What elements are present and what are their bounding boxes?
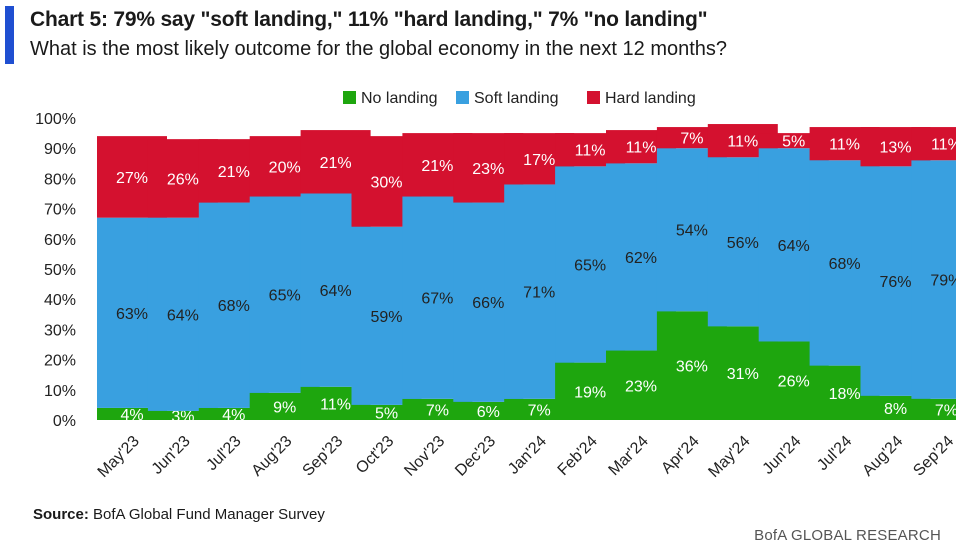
data-label-no-landing: 26% bbox=[778, 374, 810, 391]
data-label-soft-landing: 54% bbox=[676, 223, 708, 240]
y-tick-label: 0% bbox=[53, 413, 76, 430]
x-tick-label: Dec'23 bbox=[452, 433, 499, 480]
y-tick-label: 90% bbox=[44, 141, 76, 158]
footer-brand: BofA GLOBAL RESEARCH bbox=[754, 527, 941, 544]
legend-label-soft-landing: Soft landing bbox=[474, 90, 559, 107]
data-label-no-landing: 19% bbox=[574, 384, 606, 401]
x-tick-label: Oct'23 bbox=[353, 433, 397, 477]
data-label-soft-landing: 76% bbox=[879, 274, 911, 291]
data-label-soft-landing: 64% bbox=[778, 238, 810, 255]
data-label-no-landing: 4% bbox=[222, 407, 245, 424]
data-label-no-landing: 31% bbox=[727, 366, 759, 383]
data-label-no-landing: 7% bbox=[935, 402, 956, 419]
x-tick-label: Jun'23 bbox=[149, 433, 194, 478]
data-label-no-landing: 18% bbox=[829, 386, 861, 403]
chart-subtitle: What is the most likely outcome for the … bbox=[30, 38, 728, 60]
data-label-hard-landing: 26% bbox=[167, 171, 199, 188]
legend-swatch-hard-landing bbox=[587, 91, 600, 104]
data-label-hard-landing: 11% bbox=[931, 137, 956, 154]
y-tick-label: 100% bbox=[35, 111, 76, 128]
x-tick-label: Sep'24 bbox=[910, 433, 956, 480]
y-tick-label: 50% bbox=[44, 262, 76, 279]
x-tick-label: Aug'23 bbox=[249, 433, 296, 480]
data-label-hard-landing: 11% bbox=[727, 134, 758, 151]
y-tick-label: 70% bbox=[44, 202, 76, 219]
data-label-no-landing: 8% bbox=[884, 401, 907, 418]
data-label-soft-landing: 79% bbox=[930, 273, 956, 290]
x-tick-label: Jul'23 bbox=[203, 433, 244, 474]
legend-swatch-soft-landing bbox=[456, 91, 469, 104]
data-label-no-landing: 6% bbox=[477, 404, 500, 421]
bar-no-landing bbox=[911, 398, 956, 420]
data-label-soft-landing: 68% bbox=[218, 298, 250, 315]
data-label-hard-landing: 21% bbox=[320, 155, 352, 172]
data-label-soft-landing: 67% bbox=[421, 291, 453, 308]
data-label-no-landing: 7% bbox=[426, 402, 449, 419]
data-label-hard-landing: 11% bbox=[829, 137, 860, 154]
x-tick-label: Jan'24 bbox=[505, 433, 550, 478]
data-label-hard-landing: 23% bbox=[472, 161, 504, 178]
data-label-hard-landing: 11% bbox=[626, 140, 657, 157]
data-label-soft-landing: 59% bbox=[370, 309, 402, 326]
data-label-soft-landing: 65% bbox=[269, 288, 301, 305]
data-label-no-landing: 23% bbox=[625, 378, 657, 395]
data-label-no-landing: 4% bbox=[120, 407, 143, 424]
x-tick-label: Aug'24 bbox=[859, 433, 906, 480]
data-label-soft-landing: 71% bbox=[523, 285, 555, 302]
data-label-hard-landing: 30% bbox=[370, 174, 402, 191]
data-label-hard-landing: 27% bbox=[116, 170, 148, 187]
data-label-no-landing: 9% bbox=[273, 399, 296, 416]
x-tick-label: Mar'24 bbox=[606, 433, 652, 479]
data-label-hard-landing: 7% bbox=[680, 131, 703, 148]
data-label-hard-landing: 21% bbox=[218, 164, 250, 181]
data-label-soft-landing: 56% bbox=[727, 235, 759, 252]
title-accent-bar bbox=[5, 6, 14, 64]
data-label-soft-landing: 66% bbox=[472, 295, 504, 312]
x-tick-label: Nov'23 bbox=[401, 433, 448, 480]
bar-hard-landing bbox=[911, 127, 956, 161]
data-label-soft-landing: 65% bbox=[574, 257, 606, 274]
data-label-no-landing: 5% bbox=[375, 405, 398, 422]
bar-no-landing bbox=[147, 410, 218, 420]
legend-label-hard-landing: Hard landing bbox=[605, 90, 696, 107]
data-label-soft-landing: 68% bbox=[829, 256, 861, 273]
data-label-hard-landing: 21% bbox=[421, 158, 453, 175]
data-label-hard-landing: 17% bbox=[523, 152, 555, 169]
y-tick-label: 80% bbox=[44, 171, 76, 188]
y-tick-label: 60% bbox=[44, 232, 76, 249]
x-tick-label: Jul'24 bbox=[814, 433, 855, 474]
x-tick-label: Feb'24 bbox=[555, 433, 601, 479]
y-tick-label: 40% bbox=[44, 292, 76, 309]
x-tick-label: Jun'24 bbox=[760, 433, 805, 478]
stacked-bar-chart: 0% 10% 20% 30% 40% 50% 60% 70% 80% 90% 100% 4% 63% 27… bbox=[35, 90, 956, 481]
data-label-no-landing: 11% bbox=[320, 396, 351, 413]
bar-soft-landing bbox=[911, 160, 956, 399]
data-label-hard-landing: 13% bbox=[879, 140, 911, 157]
data-label-soft-landing: 64% bbox=[320, 283, 352, 300]
data-label-hard-landing: 11% bbox=[575, 143, 606, 160]
x-tick-label: May'24 bbox=[705, 433, 753, 481]
data-label-hard-landing: 5% bbox=[782, 134, 805, 151]
legend-swatch-no-landing bbox=[343, 91, 356, 104]
data-label-soft-landing: 63% bbox=[116, 306, 148, 323]
source-label: Source: bbox=[33, 506, 89, 523]
y-tick-label: 20% bbox=[44, 353, 76, 370]
y-tick-label: 10% bbox=[44, 383, 76, 400]
data-label-hard-landing: 20% bbox=[269, 159, 301, 176]
source-text: BofA Global Fund Manager Survey bbox=[93, 506, 325, 523]
chart-title: Chart 5: 79% say "soft landing," 11% "ha… bbox=[30, 8, 708, 31]
source-note: Source: BofA Global Fund Manager Survey bbox=[33, 506, 325, 523]
legend-label-no-landing: No landing bbox=[361, 90, 438, 107]
data-label-no-landing: 7% bbox=[528, 402, 551, 419]
x-tick-label: Apr'24 bbox=[658, 433, 702, 477]
data-label-soft-landing: 62% bbox=[625, 250, 657, 267]
x-tick-label: May'23 bbox=[95, 433, 143, 481]
data-label-soft-landing: 64% bbox=[167, 307, 199, 324]
data-label-no-landing: 3% bbox=[171, 408, 194, 425]
y-tick-label: 30% bbox=[44, 322, 76, 339]
x-tick-label: Sep'23 bbox=[300, 433, 347, 480]
data-label-no-landing: 36% bbox=[676, 359, 708, 376]
